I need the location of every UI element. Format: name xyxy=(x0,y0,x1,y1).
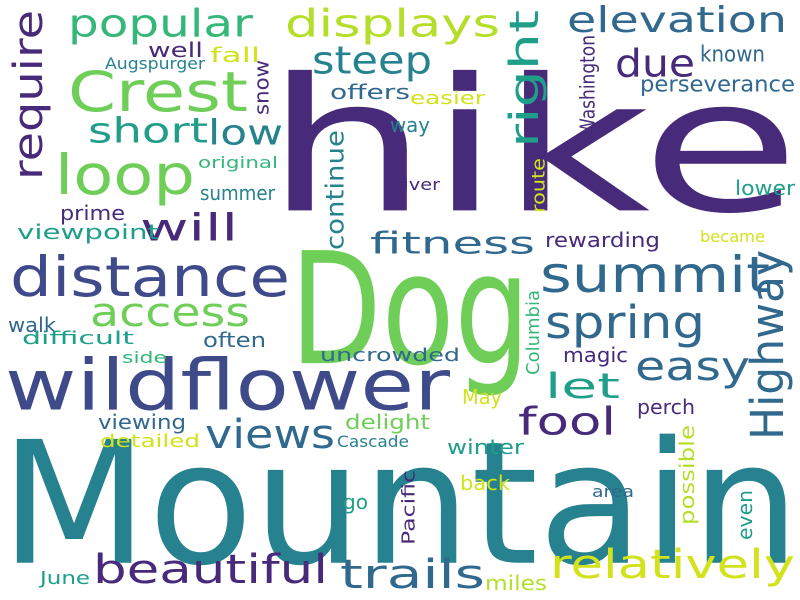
word-go: go xyxy=(343,490,368,514)
word-views: views xyxy=(205,412,335,458)
word-area: area xyxy=(592,482,634,501)
word-crest: Crest xyxy=(68,60,248,125)
word-way: way xyxy=(390,113,430,137)
word-access: access xyxy=(90,290,250,336)
word-original: original xyxy=(198,153,278,172)
word-perch: perch xyxy=(637,395,695,419)
word-trails: trails xyxy=(340,552,485,598)
word-offers: offers xyxy=(330,80,410,104)
word-right: right xyxy=(502,9,548,148)
word-snow: snow xyxy=(250,60,275,115)
word-let: let xyxy=(545,367,620,407)
word-will: will xyxy=(140,207,238,250)
word-often: often xyxy=(203,328,266,352)
word-route: route xyxy=(527,158,550,213)
word-back: back xyxy=(460,471,510,495)
word-require: require xyxy=(6,10,53,180)
word-uncrowded: uncrowded xyxy=(320,345,460,366)
word-steep: steep xyxy=(312,39,432,83)
word-rewarding: rewarding xyxy=(545,228,660,252)
word-delight: delight xyxy=(345,410,430,434)
word-viewpoint: viewpoint xyxy=(17,220,159,244)
word-dog: Dog xyxy=(290,218,530,401)
word-perseverance: perseverance xyxy=(640,70,795,98)
word-became: became xyxy=(700,227,765,246)
word-highway: Highway xyxy=(741,250,794,440)
word-river: River xyxy=(390,175,440,194)
word-columbia: Columbia xyxy=(523,290,545,375)
word-viewing: viewing xyxy=(98,410,186,434)
word-spring: spring xyxy=(545,296,705,349)
word-elevation: elevation xyxy=(567,0,787,41)
word-summit: summit xyxy=(540,245,770,304)
word-even: even xyxy=(733,490,757,540)
word-miles: miles xyxy=(485,571,547,595)
word-augspurger: Augspurger xyxy=(105,54,205,73)
word-known: known xyxy=(700,40,765,68)
word-june: June xyxy=(40,568,90,589)
word-detailed: detailed xyxy=(100,431,200,452)
word-cascade: Cascade xyxy=(337,432,409,451)
word-fall: fall xyxy=(210,43,260,67)
word-wildflower: wildflower xyxy=(5,344,450,426)
word-side: side xyxy=(122,348,167,367)
word-walk: walk xyxy=(8,313,56,337)
word-distance: distance xyxy=(10,245,290,310)
word-fitness: fitness xyxy=(370,225,535,261)
word-difficult: difficult xyxy=(22,328,134,349)
word-fool: fool xyxy=(518,400,616,444)
word-lower: lower xyxy=(735,176,795,200)
word-mountain: Mountain xyxy=(0,406,800,600)
word-due: due xyxy=(615,42,695,86)
word-possible: possible xyxy=(675,425,699,525)
word-easier: easier xyxy=(410,88,485,109)
word-relatively: relatively xyxy=(550,542,795,588)
word-displays: displays xyxy=(285,2,500,46)
word-pacific: Pacific xyxy=(397,470,420,545)
word-loop: loop xyxy=(55,143,195,208)
word-short: short xyxy=(88,110,208,151)
word-well: well xyxy=(148,38,203,62)
word-winter: winter xyxy=(447,435,524,459)
word-beautiful: beautiful xyxy=(93,547,328,593)
word-magic: magic xyxy=(563,343,628,367)
word-low: low xyxy=(208,112,283,153)
word-popular: popular xyxy=(68,2,253,46)
word-hike: hike xyxy=(265,40,800,255)
word-washington: Washington xyxy=(575,35,600,136)
word-easy: easy xyxy=(635,344,750,390)
word-summer: summer xyxy=(200,181,275,205)
word-continue: continue xyxy=(319,130,350,250)
word-may: May xyxy=(462,385,502,409)
word-prime: prime xyxy=(60,201,125,225)
